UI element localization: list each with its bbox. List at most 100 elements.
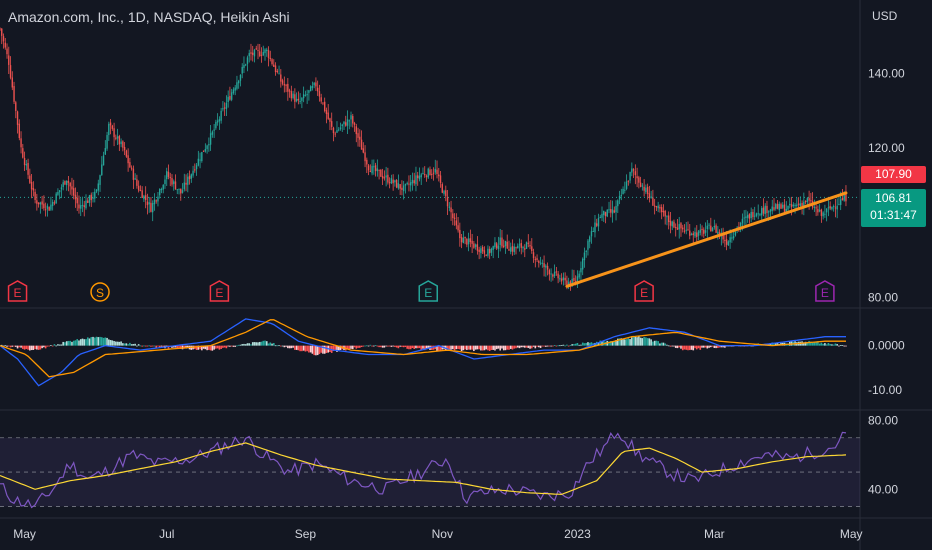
candle-body [559,278,561,280]
macd-histogram-bar [553,345,556,346]
macd-histogram-bar [27,345,29,350]
candle-body [497,245,500,250]
macd-histogram-bar [464,345,466,350]
macd-histogram-bar [509,345,512,349]
candle-body [315,82,317,87]
event-marker-letter: E [424,286,432,300]
macd-histogram-bar [550,345,552,347]
candle-body [237,80,240,84]
earnings-event-marker[interactable] [418,280,438,302]
split-event-marker[interactable] [90,282,110,302]
candle-body [699,229,701,233]
macd-histogram-bar [439,345,442,352]
earnings-event-marker[interactable] [815,280,835,302]
candle-body [660,207,663,213]
candle-body [308,90,310,93]
macd-histogram-bar [316,345,319,356]
last-price-badge: 106.81 01:31:47 [861,189,926,227]
candle-body [353,123,356,125]
candle-body [367,165,370,171]
candle-body [360,139,363,150]
candle-body [643,186,645,191]
candle-body [443,190,445,194]
macd-histogram-bar [597,342,600,346]
candle-body [748,213,751,219]
macd-histogram-bar [413,345,416,350]
candle-body [664,211,666,217]
macd-histogram-bar [587,342,589,346]
candle-body [339,127,342,129]
macd-histogram-bar [511,345,514,350]
earnings-event-marker[interactable] [209,280,230,302]
candle-body [534,258,537,260]
candle-body [539,262,542,264]
trendline[interactable] [565,191,848,288]
macd-histogram-bar [109,339,112,346]
candle-body [722,234,724,240]
candle-body [417,175,419,179]
candle-body [552,274,554,277]
macd-histogram-bar [713,345,716,348]
candle-body [88,195,91,203]
candle-body [480,248,482,254]
event-marker-letter: S [96,286,104,300]
candle-body [752,211,754,218]
macd-histogram-bar [662,342,665,346]
macd-line [0,318,846,387]
macd-histogram-bar [415,345,417,349]
candle-body [151,203,154,213]
macd-histogram-bar [292,345,294,348]
candle-body [581,258,584,270]
time-tick-label: May [13,527,36,541]
candle-body [239,74,242,81]
candle-body [706,225,709,230]
candle-body [545,265,547,268]
candle-body [292,93,294,99]
macd-histogram-bar [539,345,542,348]
macd-histogram-bar [616,338,619,346]
candle-body [522,246,524,249]
macd-histogram-bar [95,336,98,346]
symbol-title[interactable]: Amazon.com, Inc., 1D, NASDAQ, Heikin Ash… [8,9,290,25]
macd-histogram-bar [297,345,300,351]
candle-body [357,133,359,138]
earnings-event-marker[interactable] [634,280,654,302]
candle-body [355,126,357,135]
macd-histogram-bar [232,345,235,347]
candle-body [141,190,143,199]
candle-body [603,210,605,216]
macd-histogram-bar [831,344,833,346]
macd-histogram-bar [502,345,505,351]
macd-histogram-bar [678,345,681,348]
candle-body [150,202,152,212]
macd-histogram-bar [387,345,389,347]
currency-label[interactable]: USD [872,9,898,23]
macd-histogram-bar [302,345,305,351]
macd-histogram-bar [803,342,805,346]
candle-body [782,204,784,208]
macd-histogram-bar [322,345,324,354]
candle-body [775,204,777,209]
candle-body [536,258,538,260]
macd-histogram-bar [285,345,287,347]
candle-body [50,204,52,210]
candle-body [352,116,354,124]
candle-body [518,244,521,246]
candle-body [729,237,731,243]
candle-body [624,189,626,191]
candle-body [827,207,830,209]
rsi-tick-label: 40.00 [868,482,898,496]
earnings-event-marker[interactable] [7,280,28,302]
macd-histogram-bar [687,345,689,351]
candle-body [34,191,36,200]
macd-histogram-bar [645,337,647,346]
rsi-ma-line [0,442,847,496]
macd-histogram-bar [78,340,80,346]
candle-body [655,206,658,208]
macd-histogram-bar [406,345,408,349]
macd-histogram-bar [622,339,624,346]
candle-body [402,185,405,192]
candle-body [746,215,749,218]
candle-body [576,276,579,285]
